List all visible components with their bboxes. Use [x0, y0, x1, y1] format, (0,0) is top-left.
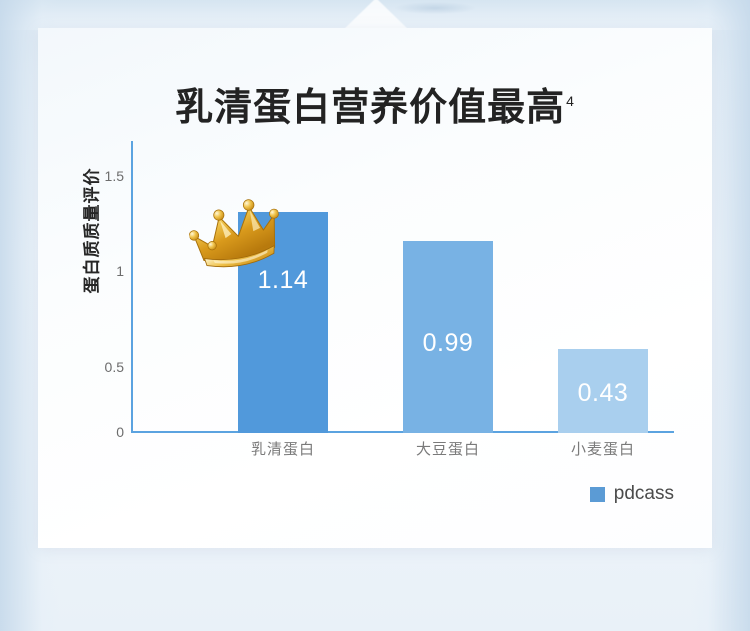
- bar-value-label: 0.43: [577, 379, 629, 407]
- bar-rect-soy[interactable]: [403, 241, 493, 433]
- bar-group: 1.14 0.99 0.43: [133, 141, 674, 433]
- x-category-label: 小麦蛋白: [570, 441, 635, 458]
- x-category-label: 大豆蛋白: [415, 441, 480, 458]
- y-tick-label: 1: [116, 263, 124, 279]
- y-tick-label: 0: [116, 424, 124, 440]
- bar-value-label: 0.99: [422, 329, 474, 357]
- y-tick-label: 1.5: [104, 168, 124, 184]
- background-smudge-decoration: [395, 2, 475, 14]
- chart-title-superscript: 4: [566, 93, 575, 110]
- chart-title-text: 乳清蛋白营养价值最高: [175, 87, 566, 129]
- legend-swatch-pdcass: [589, 486, 605, 502]
- x-category-label: 乳清蛋白: [250, 441, 315, 458]
- x-axis-line: [131, 431, 674, 433]
- crown-icon: [188, 199, 279, 268]
- y-axis-line: [131, 141, 133, 432]
- chart-card: 乳清蛋白营养价值最高4 蛋白质质量评价 0 0.5 1 1.5 1.14 0.9…: [38, 28, 712, 548]
- chart-title: 乳清蛋白营养价值最高4: [38, 76, 712, 131]
- y-axis-ticks: 0 0.5 1 1.5: [38, 28, 124, 548]
- legend-label-pdcass: pdcass: [613, 483, 674, 504]
- bar-value-label: 1.14: [257, 266, 309, 294]
- bar-rect-wheat[interactable]: [558, 349, 648, 433]
- y-tick-label: 0.5: [104, 359, 124, 375]
- plot-area: 蛋白质质量评价 0 0.5 1 1.5 1.14 0.99: [38, 28, 712, 548]
- chart-legend: pdcass: [38, 483, 712, 505]
